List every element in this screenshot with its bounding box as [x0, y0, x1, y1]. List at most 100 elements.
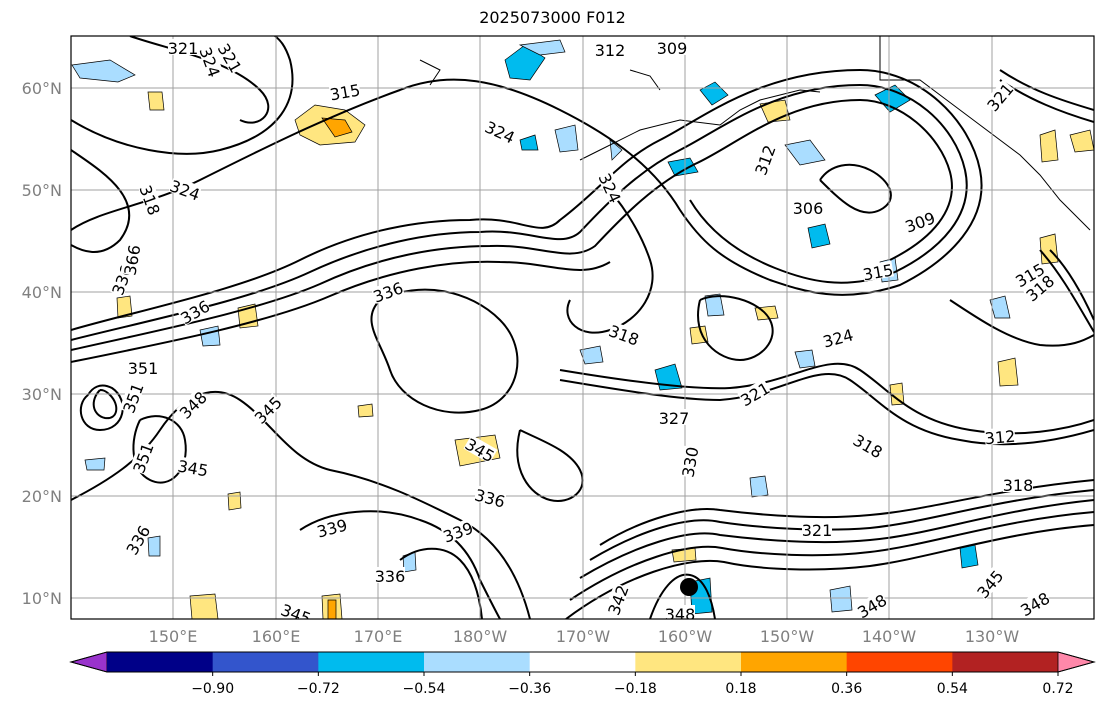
colorbar-segment	[529, 652, 636, 672]
colorbar-outline	[69, 651, 1096, 673]
contour-label-bg	[251, 393, 284, 426]
contour-label-bg	[328, 80, 361, 102]
contour-label-bg	[597, 170, 625, 205]
map-frame	[70, 35, 1095, 620]
contour-label-bg	[793, 199, 823, 215]
lon-tick-label: 150°W	[760, 627, 815, 646]
contour-label-bg	[177, 296, 212, 326]
contour-label-bg	[370, 278, 405, 304]
contour-label-bg	[375, 567, 405, 583]
colorbar-extend-low	[69, 651, 108, 673]
colorbar-segment	[741, 652, 848, 672]
latitude-tick-labels: 60°N 50°N 40°N 30°N 20°N 10°N	[22, 79, 62, 608]
contour-label-bg	[483, 117, 518, 145]
lon-tick-label: 180°W	[453, 627, 508, 646]
contour-label-bg	[463, 434, 498, 464]
lat-tick-label: 60°N	[22, 79, 62, 98]
contour-label-bg	[737, 378, 772, 408]
colorbar-tick-label: −0.90	[191, 681, 234, 697]
colorbar-tick-label: 0.54	[937, 681, 968, 697]
lon-tick-label: 130°W	[965, 627, 1020, 646]
contour-label-bg	[983, 79, 1016, 113]
lat-tick-label: 10°N	[22, 589, 62, 608]
colorbar-segment	[424, 652, 531, 672]
contour-label-bg	[984, 426, 1016, 446]
colorbar-segment	[635, 652, 742, 672]
graticule-parallels	[71, 87, 1094, 599]
colorbar-tick-label: 0.36	[831, 681, 862, 697]
contour-label-bg	[751, 142, 777, 177]
lat-tick-label: 20°N	[22, 487, 62, 506]
contour-label-bg	[659, 409, 689, 425]
contour-label: 318	[1003, 476, 1034, 495]
colorbar-extend-high	[1057, 651, 1096, 673]
contour-label: 321	[802, 521, 833, 540]
lon-tick-label: 160°W	[658, 627, 713, 646]
colorbar-tick-label: −0.54	[403, 681, 446, 697]
contour-label-bg	[607, 321, 642, 347]
contour-label-bg	[1022, 271, 1056, 304]
lon-tick-label: 170°W	[556, 627, 611, 646]
contour-label: 348	[665, 605, 696, 624]
graticule-meridians	[172, 36, 993, 619]
lat-tick-label: 30°N	[22, 385, 62, 404]
contour-label-bg	[678, 445, 700, 478]
colorbar-segment	[846, 652, 953, 672]
contour-label: 309	[657, 39, 688, 58]
contour-label-bg	[973, 566, 1006, 600]
contour-label-bg	[177, 456, 210, 478]
contour-label-bg	[854, 590, 889, 619]
contour-label-bg	[1003, 476, 1033, 492]
colorbar: −0.90 −0.72 −0.54 −0.36 −0.18 0.18 0.36 0.54 0.7…	[69, 651, 1096, 697]
lon-tick-label: 160°E	[252, 627, 301, 646]
contour-label-bg	[440, 518, 475, 544]
contour-label-bg	[168, 176, 203, 202]
contour-label-bg	[902, 208, 937, 234]
colorbar-tick-label: 0.18	[725, 681, 756, 697]
contour-label: 351	[128, 359, 159, 378]
contour-label-bg	[861, 260, 894, 282]
lat-tick-label: 50°N	[22, 181, 62, 200]
lon-tick-label: 150°E	[149, 627, 198, 646]
contour-label-bg	[279, 600, 314, 619]
contour-label-bg	[1012, 259, 1047, 289]
colorbar-segment	[318, 652, 425, 672]
contour-label-bg	[138, 182, 164, 217]
contour-label-bg	[821, 325, 855, 349]
lat-tick-label: 40°N	[22, 283, 62, 302]
lon-tick-label: 170°E	[354, 627, 403, 646]
contour-label-bg	[665, 605, 695, 619]
contour-label-bg	[473, 485, 507, 509]
longitude-tick-labels: 150°E 160°E 170°E 180°W 170°W 160°W 150°…	[149, 627, 1020, 646]
contour-label-bg	[604, 582, 630, 617]
contour-label: 336	[375, 567, 406, 586]
contour-label-bg	[216, 40, 246, 75]
coastline	[419, 36, 1091, 231]
contour-label-bg	[168, 39, 198, 55]
contour-label-bg	[595, 41, 625, 57]
storm-center-marker	[680, 578, 698, 596]
colorbar-tick-label: 0.72	[1042, 681, 1073, 697]
contour-label-bg	[198, 44, 224, 79]
contour-label-bg	[851, 430, 886, 460]
contour-label-bg	[657, 39, 687, 55]
colorbar-segment	[212, 652, 319, 672]
colorbar-tick-label: −0.72	[297, 681, 340, 697]
colorbar-segment	[107, 652, 214, 672]
contour-label: 312	[984, 427, 1016, 449]
colorbar-tick-label: −0.36	[508, 681, 551, 697]
contour-label: 321	[168, 39, 199, 58]
contour-label-bg	[129, 440, 155, 475]
contour-label-bg	[802, 521, 832, 537]
contour-label-bg	[122, 522, 152, 557]
contour-label-bg	[119, 380, 145, 415]
contour-label: 327	[659, 409, 690, 428]
colorbar-segment	[952, 652, 1059, 672]
colorbar-tick-label: −0.18	[614, 681, 657, 697]
contour-label: 306	[793, 199, 824, 218]
contour-label-bg	[315, 515, 349, 539]
contour-label-bg	[176, 388, 209, 421]
map-title: 2025073000 F012	[479, 8, 626, 27]
